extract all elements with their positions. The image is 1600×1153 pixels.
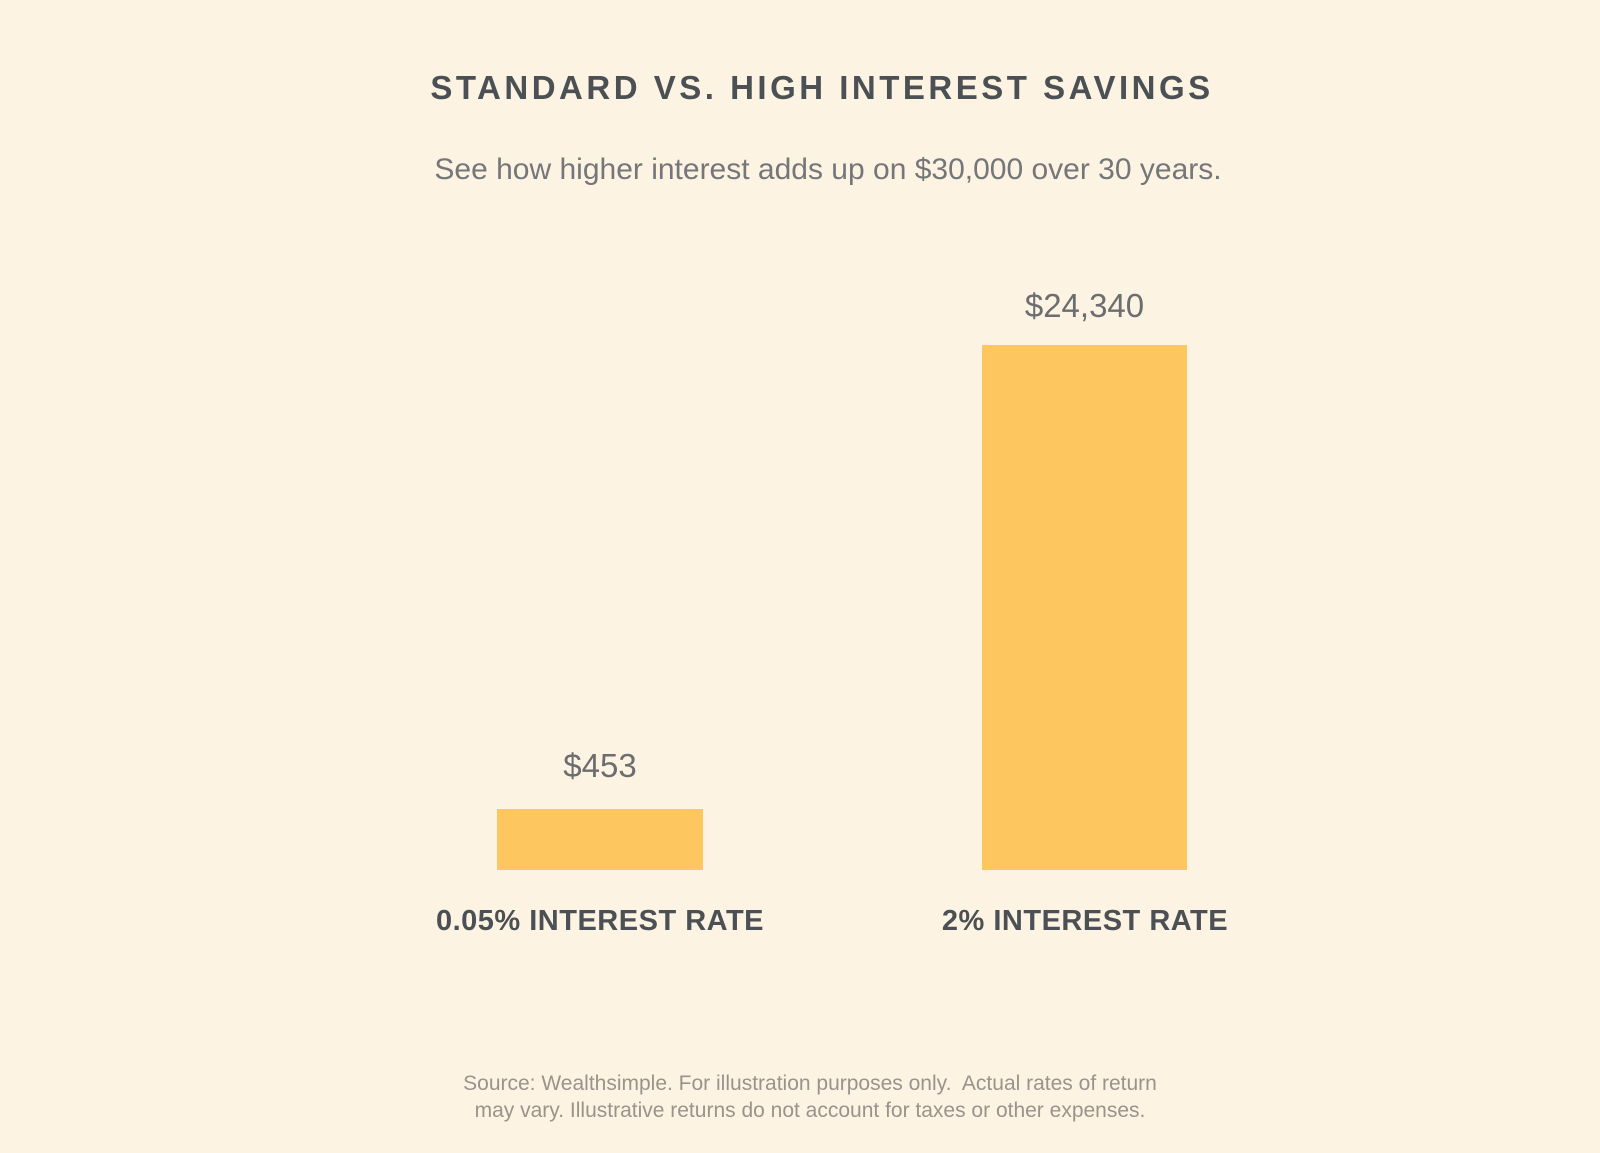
source-note-line-2: may vary. Illustrative returns do not ac… (474, 1099, 1146, 1122)
chart-subtitle: See how higher interest adds up on $30,0… (434, 153, 1222, 186)
source-note: Source: Wealthsimple. For illustration p… (10, 1070, 1600, 1124)
source-note-line-1: Source: Wealthsimple. For illustration p… (463, 1072, 1157, 1095)
bar-category-label-high-interest: 2% INTEREST RATE (941, 905, 1229, 937)
bar-standard-interest (497, 809, 703, 870)
bar-value-label-standard: $453 (563, 747, 637, 784)
bar-value-label-high-interest: $24,340 (1024, 287, 1145, 324)
chart-title: STANDARD VS. HIGH INTEREST SAVINGS (430, 69, 1214, 106)
bar-category-label-standard: 0.05% INTEREST RATE (435, 905, 765, 937)
bar-high-interest (982, 345, 1187, 870)
